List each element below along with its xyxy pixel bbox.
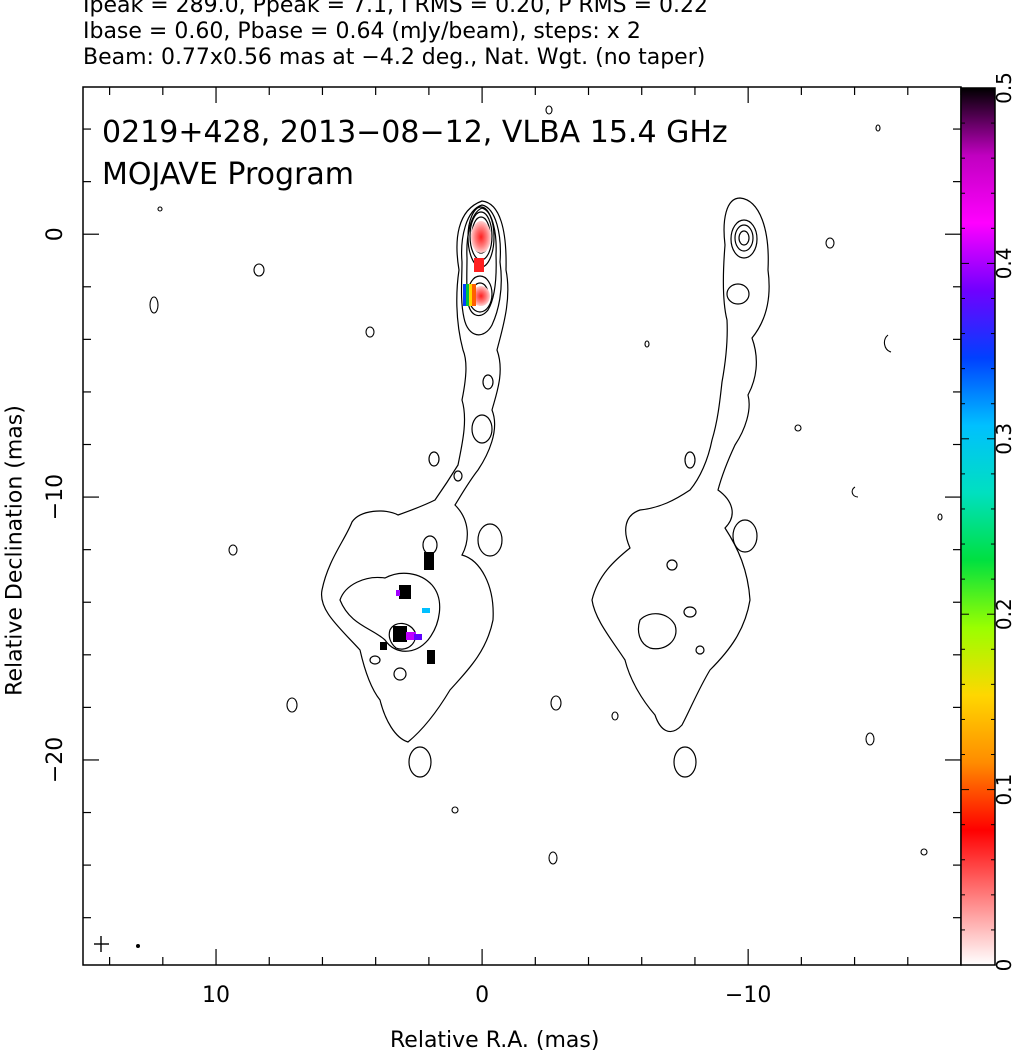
colorbar-tick-label: 0.2: [992, 598, 1016, 630]
jet-pol-band-4: [472, 284, 476, 306]
colorbar-tick-label: 0: [992, 959, 1016, 972]
left-lobe-inner-contour-1: [339, 572, 441, 652]
x-tick-label: 0: [475, 983, 489, 1008]
lobe-pol-4: [422, 608, 430, 613]
noise-island-16: [644, 340, 650, 348]
colorbar-tick-label: 0.5: [992, 72, 1016, 104]
noise-island-6: [550, 695, 562, 711]
noise-island-5: [286, 697, 298, 713]
map-title: 0219+428, 2013−08−12, VLBA 15.4 GHz: [102, 115, 728, 150]
left-blob-south: [408, 746, 432, 778]
x-axis-label: Relative R.A. (mas): [390, 1028, 600, 1053]
colorbar-tick-label: 0.3: [992, 423, 1016, 455]
y-tick-label: −10: [43, 474, 68, 520]
left-blob-west: [428, 451, 440, 467]
left-lobe-inner-contour-2: [388, 622, 417, 650]
noise-island-13: [611, 711, 619, 721]
jet-pol-band-3: [469, 284, 472, 306]
lobe-pol-3: [396, 590, 400, 596]
y-tick-label: −20: [43, 737, 68, 783]
lobe-pol-2: [399, 585, 411, 599]
left-jet-contour-3: [466, 207, 497, 317]
noise-island-18: [851, 486, 859, 498]
colorbar-tick-label: 0.4: [992, 247, 1016, 279]
noise-island-9: [545, 105, 553, 115]
noise-island-14: [794, 424, 802, 432]
noise-island-12: [920, 848, 928, 856]
right-jet-outer-contour: [591, 197, 770, 733]
right-lobe-island-2: [666, 559, 678, 571]
jet-pol-band-2: [466, 284, 469, 306]
left-lobe-island-3: [369, 655, 381, 665]
right-core-contour-1: [730, 219, 758, 259]
jet-pol-band-1: [463, 284, 466, 306]
noise-island-10: [825, 237, 835, 249]
right-lobe-island-1: [683, 606, 697, 618]
right-lobe-inner-contour: [637, 613, 677, 650]
right-core-contour-2: [734, 224, 754, 252]
noise-island-8: [451, 806, 459, 814]
lobe-pol-5: [393, 626, 407, 642]
left-jet-contour-2: [460, 204, 502, 336]
right-blob-south: [673, 746, 697, 778]
map-subtitle: MOJAVE Program: [102, 157, 354, 192]
x-tick-label: −10: [725, 983, 771, 1008]
x-tick-label: 10: [202, 983, 230, 1008]
left-jet-island-3: [453, 470, 463, 482]
right-lobe-island-3: [695, 645, 705, 655]
noise-island-2: [253, 263, 265, 277]
header-line-1: Ipeak = 289.0, Ppeak = 7.1, I RMS = 0.20…: [83, 0, 708, 18]
lobe-pol-8: [427, 650, 435, 664]
left-jet-island-2: [482, 374, 494, 390]
noise-island-19: [937, 513, 943, 521]
left-panel-polarization: [380, 221, 491, 664]
colorbar-ticks: 0 0.1 0.2 0.3 0.4 0.5: [961, 72, 1016, 971]
colorbar-tick-label: 0.1: [992, 774, 1016, 806]
knot-pol-fill: [472, 286, 490, 306]
noise-island-20: [157, 206, 163, 212]
beam-dot: [136, 944, 140, 948]
core-pol-fill: [471, 221, 491, 253]
left-lobe-island-2: [393, 667, 407, 681]
beam-marker: [94, 936, 109, 952]
lobe-pol-6: [406, 632, 416, 640]
noise-island-7: [548, 851, 558, 865]
left-blob-east: [477, 523, 503, 557]
left-jet-island-1: [471, 414, 493, 444]
lobe-pol-9: [380, 642, 387, 650]
noise-island-3: [365, 326, 375, 338]
header-line-3: Beam: 0.77x0.56 mas at −4.2 deg., Nat. W…: [83, 45, 706, 70]
jet-pol-red: [474, 258, 484, 272]
plot-frame: [82, 86, 962, 966]
noise-island-1: [149, 296, 159, 314]
right-core-contour-3: [738, 230, 750, 246]
right-knot-contour: [726, 283, 750, 305]
noise-island-15: [875, 124, 881, 132]
lobe-pol-7: [414, 634, 422, 640]
noise-island-11: [865, 732, 875, 746]
header-line-2: Ibase = 0.60, Pbase = 0.64 (mJy/beam), s…: [83, 19, 641, 44]
right-island-1: [684, 451, 696, 469]
right-blob-east: [732, 519, 758, 553]
right-panel-contours: [591, 197, 770, 778]
colorbar: [960, 87, 996, 966]
axis-tick-labels: 10 0 −10 0 −10 −20: [43, 227, 771, 1008]
lobe-pol-1: [424, 552, 434, 570]
left-lobe-island-1: [422, 535, 438, 555]
noise-island-17: [883, 334, 892, 353]
left-jet-outer-contour: [320, 200, 509, 743]
axis-ticks: [83, 87, 962, 965]
noise-island-4: [228, 544, 238, 556]
noise-islands: [149, 105, 943, 865]
y-tick-label: 0: [43, 227, 68, 241]
